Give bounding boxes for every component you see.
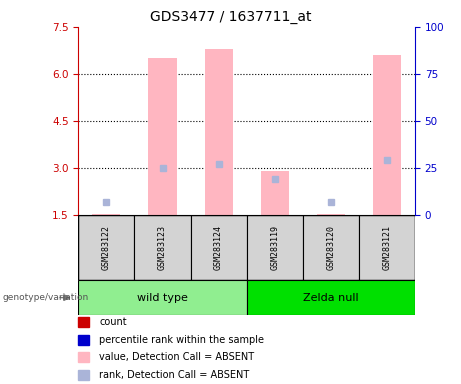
Text: wild type: wild type: [137, 293, 188, 303]
Bar: [190, 215, 247, 280]
Bar: [359, 215, 415, 280]
Text: GSM283120: GSM283120: [326, 225, 335, 270]
Bar: [373, 55, 401, 215]
Text: rank, Detection Call = ABSENT: rank, Detection Call = ABSENT: [99, 370, 249, 380]
Text: GSM283124: GSM283124: [214, 225, 223, 270]
Bar: [247, 280, 415, 315]
Text: GSM283122: GSM283122: [102, 225, 111, 270]
Text: GSM283121: GSM283121: [382, 225, 391, 270]
Text: Zelda null: Zelda null: [303, 293, 359, 303]
Bar: [247, 215, 303, 280]
Bar: [92, 214, 120, 215]
Bar: [135, 215, 190, 280]
Bar: [148, 58, 177, 215]
Text: count: count: [99, 317, 127, 327]
Bar: [317, 214, 345, 215]
Text: value, Detection Call = ABSENT: value, Detection Call = ABSENT: [99, 353, 254, 362]
Bar: [78, 280, 247, 315]
Text: GDS3477 / 1637711_at: GDS3477 / 1637711_at: [150, 10, 311, 23]
Text: GSM283119: GSM283119: [270, 225, 279, 270]
Bar: [205, 49, 233, 215]
Text: genotype/variation: genotype/variation: [2, 293, 89, 302]
Bar: [260, 171, 289, 215]
Bar: [303, 215, 359, 280]
Bar: [78, 215, 135, 280]
Text: GSM283123: GSM283123: [158, 225, 167, 270]
Text: percentile rank within the sample: percentile rank within the sample: [99, 335, 264, 345]
